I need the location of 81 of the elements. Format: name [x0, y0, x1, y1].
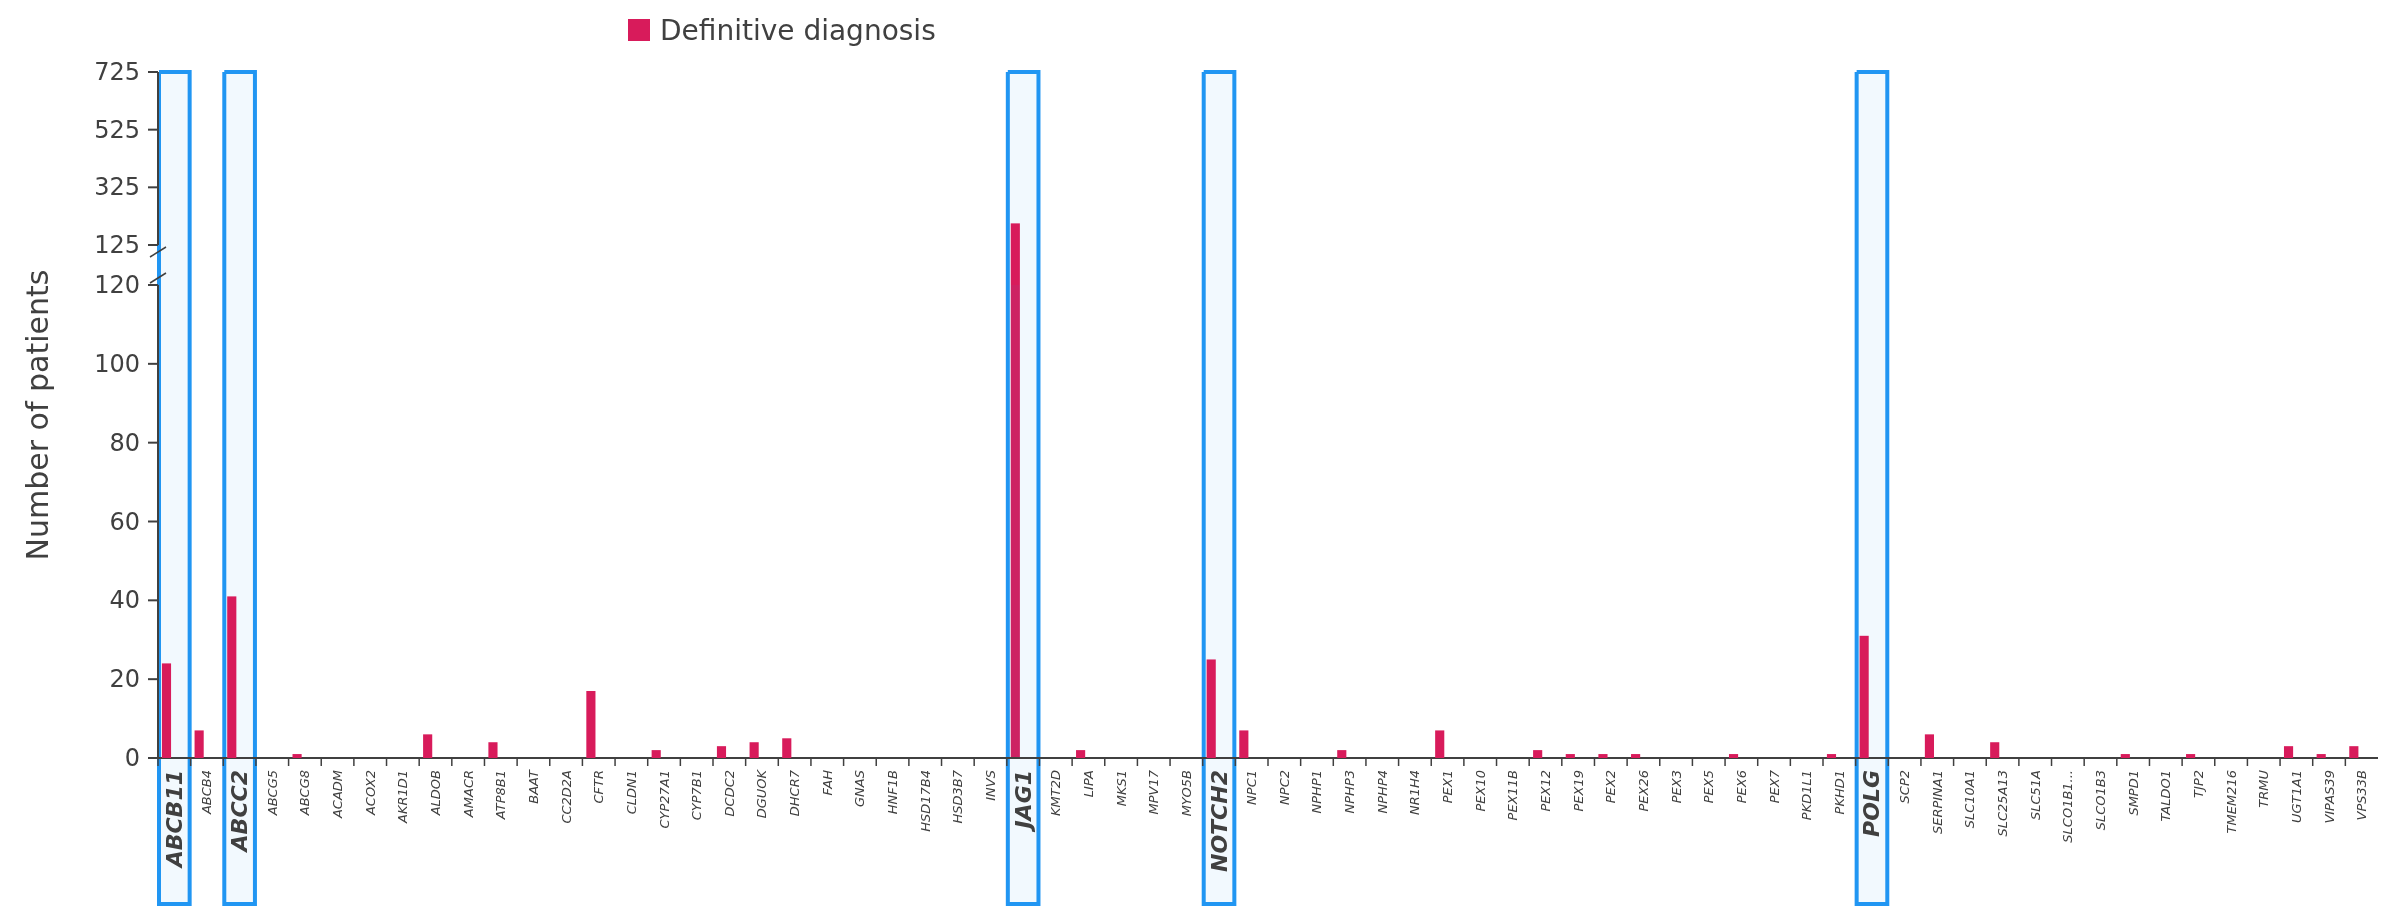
x-tick-label: PKHD1 [1831, 770, 1847, 815]
x-tick-label: PEX3 [1668, 770, 1684, 804]
x-tick-label: HSD3B7 [950, 769, 966, 824]
x-tick-label: MPV17 [1146, 769, 1162, 815]
x-tick-label: NPHP4 [1374, 770, 1390, 814]
x-tick-label: ABCB11 [161, 770, 187, 870]
x-tick-label: INVS [983, 770, 998, 801]
x-tick-label: NPHP1 [1309, 770, 1325, 814]
x-tick-label: SCP2 [1897, 770, 1913, 804]
x-tick-label: FAH [819, 769, 835, 796]
x-tick-label: PEX10 [1472, 770, 1488, 812]
x-tick-label: TMEM216 [2223, 770, 2239, 834]
x-tick-label: ACOX2 [362, 770, 378, 817]
x-tick-label: HSD17B4 [917, 770, 933, 832]
x-tick-label: CLDN1 [623, 770, 639, 815]
x-tick-label: PEX1 [1440, 770, 1456, 804]
x-tick-label: NPC2 [1276, 770, 1292, 805]
y-tick-label: 20 [109, 665, 140, 694]
x-tick-label: PKD1L1 [1799, 770, 1815, 821]
x-tick-label: GNAS [852, 770, 868, 807]
x-tick-label: SMPD1 [2125, 770, 2141, 816]
x-tick-label: PEX19 [1570, 770, 1586, 812]
x-tick-label: HNF1B [885, 769, 901, 815]
x-tick-label: UGT1A1 [2288, 770, 2304, 823]
x-tick-label: NPC1 [1244, 770, 1260, 805]
x-tick-label: PEX11B [1505, 769, 1521, 821]
x-tick-label: PEX2 [1603, 770, 1619, 804]
x-tick-label: PEX26 [1635, 770, 1651, 812]
y-tick-label: 0 [124, 744, 140, 772]
x-tick-label: DCDC2 [721, 770, 737, 817]
x-tick-label: ATP8B1 [493, 770, 509, 821]
y-axis-title: Number of patients [20, 269, 55, 561]
x-tick-label: CYP7B1 [689, 770, 705, 821]
x-tick-label: TALDO1 [2158, 770, 2174, 822]
x-tick-label: CFTR [591, 770, 607, 804]
x-tick-label: NPHP3 [1342, 770, 1358, 814]
x-tick-label: AKR1D1 [395, 770, 411, 825]
x-tick-label: NOTCH2 [1206, 770, 1232, 872]
x-tick-label: SERPINA1 [1929, 770, 1945, 835]
x-tick-label: PEX7 [1766, 769, 1782, 804]
y-tick-label: 325 [94, 173, 140, 202]
x-tick-label: ACADM [330, 770, 346, 820]
x-tick-label: KMT2D [1048, 770, 1064, 816]
y-tick-label: 725 [94, 58, 140, 86]
x-tick-label: SLCO1B1... [2060, 770, 2076, 843]
y-tick-label: 100 [94, 349, 140, 378]
x-tick-label: PEX5 [1701, 770, 1717, 804]
x-tick-label: NR1H4 [1407, 770, 1423, 816]
x-tick-label: POLG [1859, 770, 1885, 837]
x-tick-label: SLC10A1 [1962, 770, 1978, 829]
x-tick-label: SLC51A [2027, 770, 2043, 821]
x-tick-label: PEX6 [1733, 770, 1749, 804]
x-tick-label: ABCC2 [227, 770, 253, 854]
x-tick-label: SLC25A13 [1995, 770, 2011, 837]
y-tick-label: 125 [94, 231, 140, 259]
x-tick-label: DHCR7 [787, 769, 803, 817]
x-tick-label: MKS1 [1113, 770, 1129, 807]
y-tick-label: 80 [109, 428, 140, 457]
legend-label: Definitive diagnosis [660, 13, 936, 47]
x-tick-label: PEX12 [1538, 770, 1553, 812]
x-tick-label: LIPA [1080, 770, 1096, 798]
x-tick-label: JAG1 [1010, 770, 1036, 833]
y-tick-label: 60 [109, 507, 140, 536]
x-tick-label: MYO5B [1178, 769, 1194, 817]
x-tick-label: VPS33B [2354, 769, 2370, 821]
x-tick-label: DGUOK [754, 768, 770, 819]
x-tick-label: AMACR [460, 770, 476, 819]
x-tick-label: TRMU [2256, 769, 2272, 808]
x-tick-label: BAAT [525, 768, 541, 804]
y-tick-label: 120 [94, 271, 140, 299]
x-tick-label: ABCG5 [264, 770, 280, 817]
y-tick-label: 40 [109, 586, 140, 615]
x-tick-label: ABCG8 [297, 770, 313, 817]
x-tick-label: ABCB4 [199, 770, 215, 816]
x-tick-label: TJP2 [2190, 770, 2206, 798]
x-tick-label: VIPAS39 [2321, 770, 2337, 824]
x-tick-label: CYP27A1 [656, 770, 672, 829]
x-tick-label: CC2D2A [558, 770, 574, 824]
x-tick-label: ALDOB [428, 769, 443, 817]
x-tick-label: SLCO1B3 [2093, 770, 2108, 831]
y-tick-label: 525 [94, 115, 140, 144]
